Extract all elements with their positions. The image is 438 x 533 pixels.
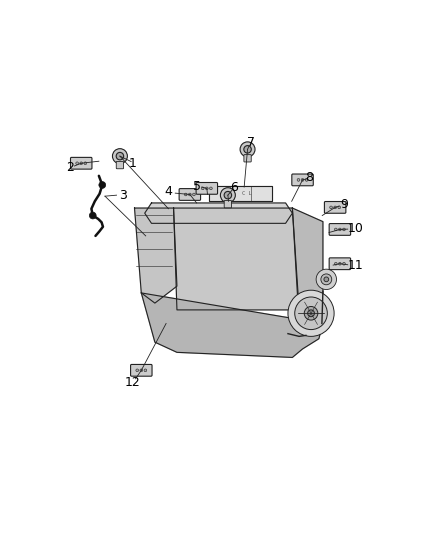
Text: 3: 3 [119,189,127,201]
Circle shape [339,228,341,231]
FancyBboxPatch shape [329,223,350,236]
Circle shape [324,277,328,282]
FancyBboxPatch shape [292,174,313,186]
Circle shape [136,369,138,372]
Circle shape [220,188,235,203]
Circle shape [113,149,127,164]
Polygon shape [141,293,323,358]
Text: 5: 5 [193,180,201,193]
Circle shape [321,274,332,285]
Circle shape [144,369,147,372]
FancyBboxPatch shape [325,201,346,213]
Text: 4: 4 [165,185,173,198]
Polygon shape [134,208,177,303]
Circle shape [335,228,337,231]
Circle shape [140,369,143,372]
Circle shape [297,179,300,181]
Circle shape [338,206,341,209]
Circle shape [244,146,251,153]
Circle shape [334,206,336,209]
Circle shape [301,179,304,181]
Text: 6: 6 [230,181,238,194]
Circle shape [240,142,255,157]
Text: 7: 7 [247,136,255,149]
Circle shape [330,206,332,209]
Circle shape [89,212,96,219]
Circle shape [316,269,336,289]
Text: 1: 1 [129,157,137,171]
FancyBboxPatch shape [329,258,350,270]
Circle shape [188,193,191,196]
Circle shape [343,228,345,231]
Circle shape [209,187,212,190]
Circle shape [99,182,106,188]
Text: 12: 12 [124,376,140,390]
Circle shape [288,290,334,336]
Circle shape [84,162,87,165]
Circle shape [116,152,124,160]
Circle shape [80,162,83,165]
Circle shape [304,306,318,320]
Polygon shape [173,208,299,310]
Circle shape [343,262,345,265]
Circle shape [307,310,314,317]
Circle shape [184,193,187,196]
Circle shape [335,262,337,265]
Text: 2: 2 [66,161,74,174]
FancyBboxPatch shape [71,157,92,169]
Text: 11: 11 [348,259,364,272]
FancyBboxPatch shape [196,182,218,194]
Text: 9: 9 [340,198,348,211]
Circle shape [224,191,232,199]
Circle shape [305,179,308,181]
FancyBboxPatch shape [244,155,251,162]
Text: 10: 10 [348,222,364,235]
Polygon shape [145,203,293,223]
FancyBboxPatch shape [224,200,232,208]
Polygon shape [293,208,323,324]
Circle shape [205,187,208,190]
FancyBboxPatch shape [116,161,124,169]
Text: IC  C L: IC C L [230,191,252,196]
Circle shape [201,187,204,190]
FancyBboxPatch shape [131,365,152,376]
Circle shape [193,193,195,196]
FancyBboxPatch shape [179,189,201,200]
Circle shape [295,297,327,329]
Text: 8: 8 [305,171,313,184]
Polygon shape [209,186,272,201]
Circle shape [76,162,78,165]
Circle shape [339,262,341,265]
